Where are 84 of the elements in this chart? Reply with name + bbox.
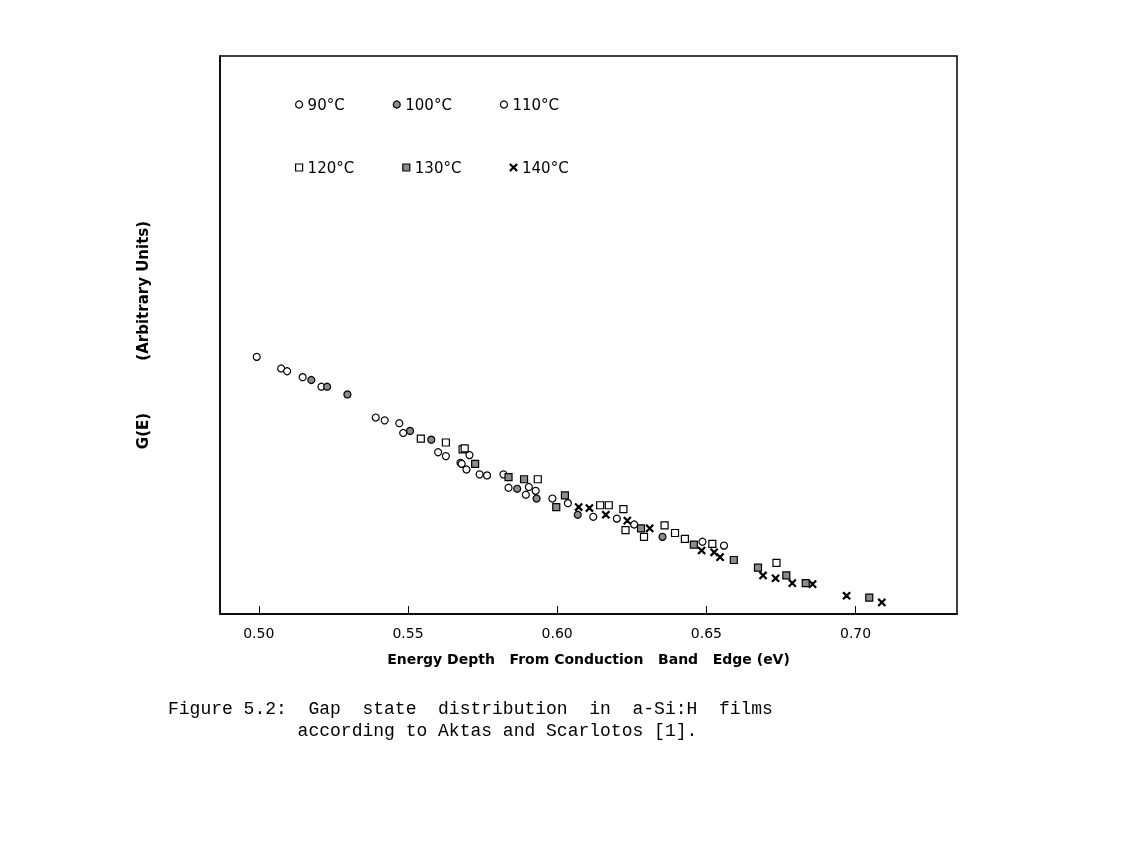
point	[715, 553, 725, 562]
point	[604, 501, 613, 510]
point	[670, 528, 680, 538]
point	[427, 435, 436, 444]
point	[645, 524, 654, 533]
point	[475, 470, 484, 479]
point	[441, 452, 450, 461]
point	[689, 540, 698, 549]
point	[298, 373, 307, 382]
point	[380, 416, 389, 425]
point	[623, 516, 632, 525]
point	[596, 501, 605, 510]
x-tick-label: 0.60	[541, 625, 573, 641]
point	[698, 537, 707, 546]
caption: Figure 5.2: Gap state distribution in a-Si:H films according to Aktas and Scarlotos [1].	[168, 699, 773, 741]
x-tick-label: 0.50	[243, 625, 275, 641]
point	[434, 448, 443, 457]
point	[758, 571, 768, 580]
point	[585, 503, 594, 513]
x-tick-label: 0.55	[392, 625, 424, 641]
point	[601, 510, 610, 519]
point	[524, 482, 533, 492]
legend-label: 140°C	[522, 158, 569, 177]
point	[531, 486, 540, 495]
point	[405, 426, 415, 436]
point	[636, 524, 646, 533]
point	[532, 494, 541, 503]
legend-label: 130°C	[414, 158, 462, 177]
point	[680, 534, 689, 544]
point	[708, 539, 717, 548]
point	[630, 520, 639, 529]
point	[660, 521, 669, 530]
point	[574, 502, 583, 512]
point	[513, 484, 522, 493]
point	[563, 499, 573, 508]
point	[519, 475, 529, 484]
point	[753, 563, 763, 572]
point	[343, 390, 352, 399]
point	[771, 574, 780, 583]
point	[283, 367, 292, 376]
point	[573, 510, 582, 519]
point	[639, 532, 649, 541]
point	[548, 494, 557, 503]
point	[877, 598, 886, 607]
point	[621, 526, 630, 535]
point	[658, 532, 667, 541]
point	[504, 473, 513, 482]
point	[482, 471, 492, 480]
x-tick-label: 0.70	[839, 625, 872, 641]
point	[788, 579, 797, 588]
point	[307, 375, 316, 385]
point	[552, 502, 561, 512]
legend-label: 90°C	[307, 95, 345, 114]
point	[619, 504, 628, 514]
point	[462, 465, 471, 474]
point	[533, 475, 542, 484]
point	[441, 438, 450, 447]
point	[323, 382, 332, 391]
point	[560, 491, 570, 500]
point	[521, 490, 530, 499]
point	[416, 434, 425, 443]
point	[865, 593, 874, 602]
point	[371, 413, 380, 422]
point	[808, 580, 817, 589]
point	[719, 541, 729, 550]
point	[589, 512, 598, 521]
legend-label: 120°C	[307, 158, 355, 177]
x-axis-title: Energy Depth From Conduction Band Edge (eV)	[387, 651, 790, 667]
point	[395, 419, 404, 428]
x-tick-label: 0.65	[690, 625, 722, 641]
point	[612, 514, 621, 523]
point	[729, 555, 738, 565]
legend-label: 100°C	[405, 95, 452, 114]
point	[399, 428, 408, 438]
y-axis-title: G(E) (Arbitrary Units)	[133, 220, 152, 450]
legend-label: 110°C	[512, 95, 560, 114]
point	[252, 352, 261, 361]
point	[772, 558, 781, 567]
point	[697, 546, 706, 555]
point	[782, 571, 791, 580]
point	[465, 450, 474, 460]
point	[504, 483, 513, 492]
point	[471, 459, 480, 468]
point	[842, 591, 851, 600]
